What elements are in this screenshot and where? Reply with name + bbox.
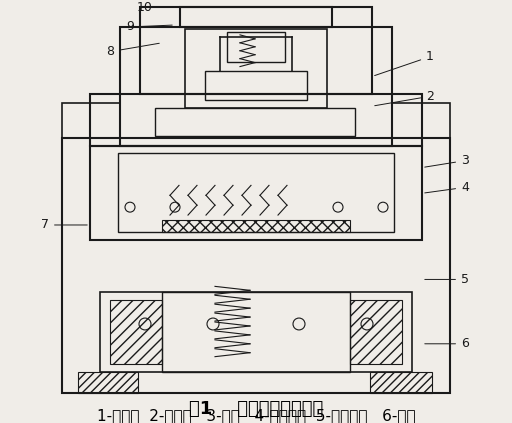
Bar: [205, 71, 307, 100]
Bar: [90, 94, 422, 146]
Bar: [100, 292, 412, 371]
Text: 图1    交流接触器的结构: 图1 交流接触器的结构: [189, 400, 323, 418]
Text: 1-动触点  2-静触点   3-衔铁   4-缓冲弹簧  5-电磁线圈   6-铁心: 1-动触点 2-静触点 3-衔铁 4-缓冲弹簧 5-电磁线圈 6-铁心: [97, 408, 415, 423]
Text: 4: 4: [425, 181, 469, 194]
Text: 3: 3: [425, 154, 469, 167]
Bar: [370, 371, 432, 393]
Text: 7: 7: [41, 219, 87, 231]
Bar: [392, 103, 450, 138]
Text: 5: 5: [425, 273, 469, 286]
Text: 6: 6: [425, 337, 469, 350]
Bar: [90, 146, 422, 240]
Bar: [162, 292, 350, 371]
Bar: [110, 300, 162, 364]
Bar: [155, 108, 355, 136]
Bar: [185, 29, 327, 108]
Bar: [62, 138, 450, 393]
Text: 2: 2: [375, 90, 434, 106]
Bar: [350, 300, 402, 364]
Text: 1: 1: [375, 50, 434, 76]
Bar: [180, 7, 332, 27]
Text: 10: 10: [137, 1, 182, 14]
Bar: [62, 103, 120, 138]
Bar: [120, 27, 392, 146]
Bar: [140, 7, 372, 94]
Bar: [118, 153, 394, 232]
Text: 9: 9: [126, 20, 172, 33]
Bar: [162, 220, 350, 232]
Bar: [227, 32, 285, 62]
Bar: [78, 371, 138, 393]
Text: 8: 8: [106, 43, 159, 58]
